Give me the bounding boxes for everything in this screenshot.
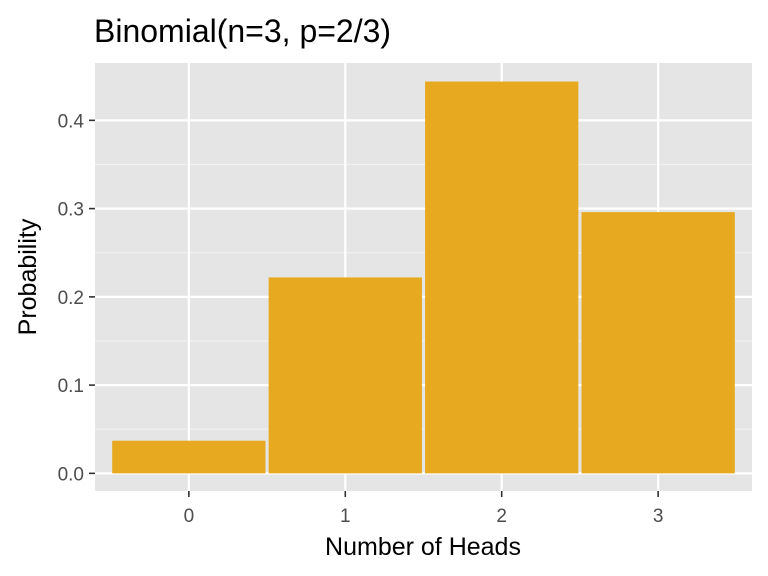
bar-3 bbox=[581, 212, 735, 474]
y-tick-label: 0.1 bbox=[58, 376, 84, 397]
chart-title: Binomial(n=3, p=2/3) bbox=[94, 13, 391, 49]
y-tick-label: 0.2 bbox=[58, 288, 84, 309]
x-axis-title: Number of Heads bbox=[325, 533, 521, 561]
y-axis-title: Probability bbox=[14, 218, 42, 335]
x-tick-label: 3 bbox=[653, 506, 664, 527]
y-tick-label: 0.3 bbox=[58, 200, 84, 221]
bars bbox=[112, 81, 735, 474]
bar-1 bbox=[268, 277, 422, 474]
y-tick-label: 0.0 bbox=[58, 464, 84, 485]
x-axis: 0 1 2 3 bbox=[184, 491, 664, 527]
x-tick-label: 2 bbox=[496, 506, 507, 527]
x-tick-label: 1 bbox=[340, 506, 351, 527]
bar-2 bbox=[425, 81, 579, 474]
y-tick-label: 0.4 bbox=[58, 111, 85, 132]
x-tick-label: 0 bbox=[184, 506, 195, 527]
bar-0 bbox=[112, 440, 266, 474]
y-axis: 0.0 0.1 0.2 0.3 0.4 bbox=[58, 111, 95, 485]
